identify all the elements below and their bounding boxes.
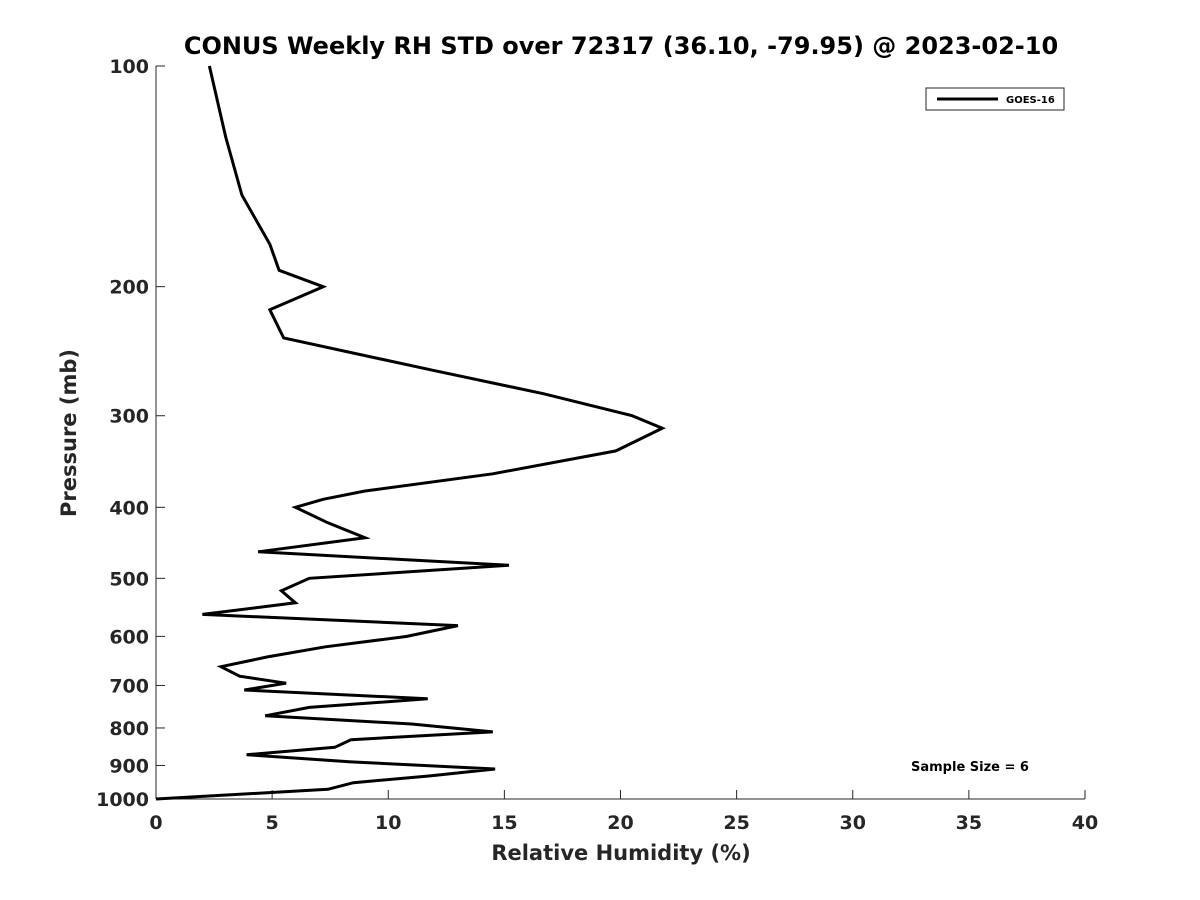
y-tick-label: 900	[109, 755, 149, 777]
y-tick-label: 600	[109, 626, 149, 648]
y-tick-label: 1000	[96, 789, 149, 811]
x-tick-label: 5	[266, 812, 279, 834]
y-tick-label: 800	[109, 718, 149, 740]
chart-title: CONUS Weekly RH STD over 72317 (36.10, -…	[184, 32, 1058, 60]
y-tick-label: 100	[109, 56, 149, 78]
series-line-goes-16	[155, 65, 666, 801]
sample-size-annotation: Sample Size = 6	[911, 760, 1029, 775]
y-tick-label: 400	[109, 497, 149, 519]
x-tick-label: 35	[956, 812, 982, 834]
x-axis-label: Relative Humidity (%)	[491, 841, 750, 865]
y-tick-label: 700	[109, 675, 149, 697]
x-tick-label: 40	[1072, 812, 1098, 834]
legend: GOES-16	[925, 87, 1065, 111]
x-tick-label: 10	[375, 812, 401, 834]
x-tick-label: 25	[723, 812, 749, 834]
x-tick-label: 20	[607, 812, 633, 834]
y-tick-label: 500	[109, 568, 149, 590]
x-tick-label: 0	[149, 812, 162, 834]
legend-entry-goes-16: GOES-16	[1006, 95, 1055, 106]
plot-area: 0 5 10 15 20 25 30 35 40 100 200 300 400 500 600 700 800…	[96, 56, 1098, 834]
y-axis-label: Pressure (mb)	[57, 349, 81, 517]
x-tick-label: 30	[840, 812, 866, 834]
x-tick-label: 15	[491, 812, 517, 834]
y-tick-label: 300	[109, 406, 149, 428]
y-tick-label: 200	[109, 277, 149, 299]
